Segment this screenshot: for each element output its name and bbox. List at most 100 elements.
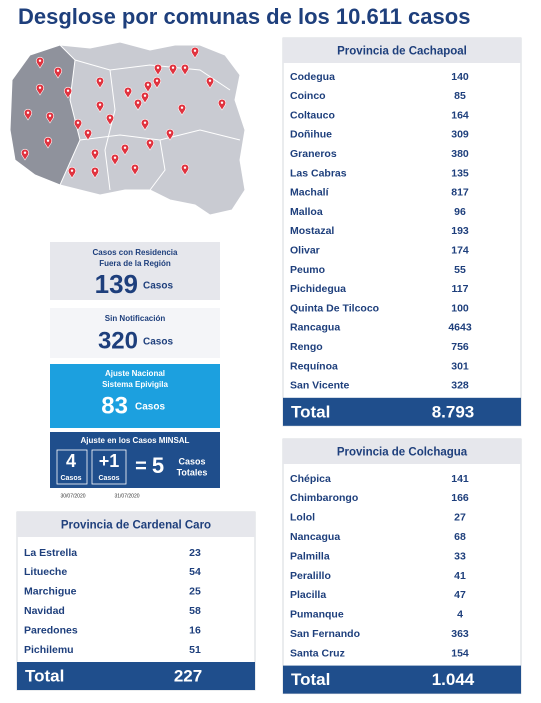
map-pin-dot	[113, 156, 117, 159]
row-name: Pichilemu	[24, 644, 74, 656]
row-name: Doñihue	[290, 129, 332, 141]
total-label: Total	[25, 666, 64, 685]
row-value: 328	[451, 380, 469, 392]
row-name: Marchigue	[24, 586, 77, 598]
row-value: 100	[451, 302, 469, 314]
row-name: Lolol	[290, 512, 315, 524]
map-pin	[140, 91, 150, 104]
map-pin-dot	[126, 89, 130, 92]
map-pin	[217, 98, 227, 111]
table-frame	[282, 37, 522, 427]
page-title: Desglose por comunas de los 10.611 casos	[18, 4, 470, 29]
map-pin	[143, 80, 153, 93]
summary-label: Ajuste en los Casos MINSAL	[81, 436, 190, 445]
table-frame	[16, 511, 256, 691]
summary-label: Ajuste Nacional	[105, 369, 165, 378]
row-name: Peralillo	[290, 570, 331, 582]
map-pin-dot	[183, 66, 187, 69]
table-header-bg	[283, 439, 521, 464]
table-header-bg	[17, 512, 255, 537]
summary-box	[50, 364, 220, 428]
row-name: Santa Cruz	[290, 647, 345, 659]
map-pin	[180, 163, 190, 176]
total-value: 1.044	[432, 670, 475, 689]
map-pin	[133, 98, 143, 111]
row-value: 54	[189, 566, 201, 578]
minsal-unit: Casos	[98, 475, 119, 482]
row-value: 309	[451, 129, 469, 141]
minsal-unit: Casos	[178, 456, 205, 466]
map-pin-dot	[76, 121, 80, 124]
row-name: Las Cabras	[290, 167, 347, 179]
summary-box	[50, 308, 220, 358]
minsal-equals: =	[135, 455, 147, 477]
row-value: 301	[451, 360, 469, 372]
map-pin-dot	[156, 66, 160, 69]
map-pin	[95, 76, 105, 89]
row-name: Nancagua	[290, 531, 340, 543]
map-pin-dot	[93, 151, 97, 154]
row-value: 154	[451, 647, 469, 659]
row-value: 33	[454, 550, 466, 562]
map-pin-dot	[143, 121, 147, 124]
row-value: 58	[189, 605, 201, 617]
row-value: 4	[457, 609, 463, 621]
row-value: 4643	[448, 322, 472, 334]
map-pin-dot	[183, 166, 187, 169]
table-title: Provincia de Colchagua	[337, 447, 468, 459]
row-value: 68	[454, 531, 466, 543]
row-name: Codegua	[290, 71, 335, 83]
map-pin-dot	[146, 83, 150, 86]
map-pin	[152, 76, 162, 89]
summary-label: Sin Notificación	[105, 314, 166, 323]
map-pin-dot	[143, 94, 147, 97]
map-pin	[73, 118, 83, 131]
row-value: 756	[451, 341, 469, 353]
summary-box	[50, 242, 220, 300]
row-name: Malloa	[290, 206, 323, 218]
row-value: 141	[451, 473, 469, 485]
map-pin	[67, 166, 77, 179]
map-border	[149, 139, 166, 191]
row-name: Chimbarongo	[290, 492, 358, 504]
map-pin	[190, 46, 200, 59]
row-name: Navidad	[24, 605, 65, 617]
row-value: 41	[454, 570, 466, 582]
row-value: 96	[454, 206, 466, 218]
total-value: 227	[174, 666, 202, 685]
map-pin-dot	[108, 116, 112, 119]
table-header-bg	[283, 38, 521, 63]
row-name: Rengo	[290, 341, 323, 353]
row-value: 135	[451, 167, 469, 179]
row-name: Coltauco	[290, 109, 335, 121]
map-pin	[35, 83, 45, 96]
summary-label: Casos con Residencia	[93, 248, 178, 257]
map-pin	[90, 166, 100, 179]
map-pin-dot	[220, 101, 224, 104]
map-pin	[20, 148, 30, 161]
map-pin	[90, 148, 100, 161]
map-pin	[165, 128, 175, 141]
row-value: 16	[189, 624, 201, 636]
map-pin	[63, 86, 73, 99]
map-pin-dot	[148, 141, 152, 144]
map-pin	[177, 103, 187, 116]
map-pin	[145, 138, 155, 151]
row-value: 380	[451, 148, 469, 160]
map-pin-dot	[171, 66, 175, 69]
map-pin-dot	[48, 114, 52, 117]
total-bg	[283, 665, 521, 694]
map-pin	[180, 63, 190, 76]
row-value: 55	[454, 264, 466, 276]
row-value: 166	[451, 492, 469, 504]
map-pin-dot	[155, 79, 159, 82]
row-value: 817	[451, 187, 469, 199]
row-value: 23	[189, 547, 201, 559]
total-bg	[283, 397, 521, 426]
minsal-date: 31/07/2020	[114, 493, 139, 499]
minsal-value: 4	[66, 451, 76, 471]
map-pin-dot	[86, 131, 90, 134]
map-pin-dot	[26, 111, 30, 114]
map-pin-dot	[193, 49, 197, 52]
